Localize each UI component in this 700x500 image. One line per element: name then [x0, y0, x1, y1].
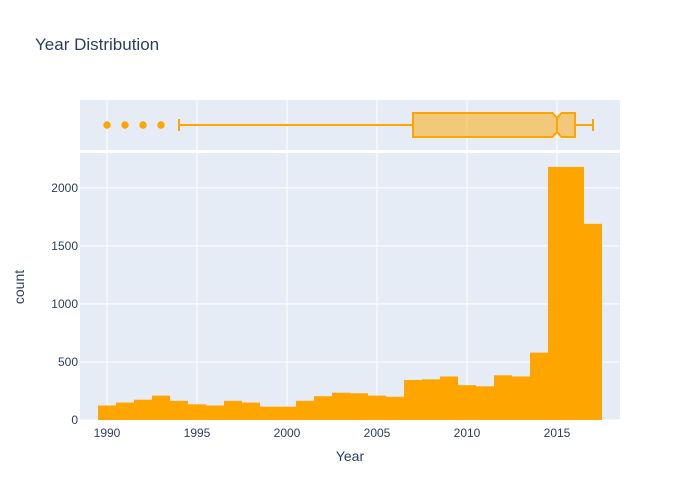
- histogram-bar[interactable]: [530, 352, 548, 420]
- histogram-bar[interactable]: [98, 405, 116, 420]
- x-tick-label: 2010: [454, 426, 481, 440]
- histogram-bar[interactable]: [188, 404, 206, 420]
- histogram-bar[interactable]: [278, 406, 296, 420]
- histogram-bar[interactable]: [386, 396, 404, 420]
- outlier-point[interactable]: [139, 121, 147, 129]
- histogram-bar[interactable]: [116, 402, 134, 420]
- histogram-bar[interactable]: [296, 400, 314, 420]
- y-tick-label: 1500: [51, 239, 78, 253]
- x-tick-label: 1995: [184, 426, 211, 440]
- outlier-point[interactable]: [157, 121, 165, 129]
- histogram-bar[interactable]: [512, 376, 530, 420]
- x-tick-label: 2000: [274, 426, 301, 440]
- x-axis-title: Year: [336, 448, 365, 464]
- x-tick-label: 2015: [544, 426, 571, 440]
- chart-title: Year Distribution: [35, 35, 159, 54]
- histogram-panel: 0 500 1000 1500 2000 1990 1995 2000 2005 2010 201…: [51, 153, 620, 440]
- histogram-bar[interactable]: [458, 385, 476, 420]
- y-tick-label: 500: [58, 355, 78, 369]
- box-body: [412, 112, 576, 138]
- x-tick-label: 2005: [364, 426, 391, 440]
- histogram-bar[interactable]: [224, 400, 242, 420]
- boxplot-panel: [80, 100, 620, 150]
- histogram-bar[interactable]: [422, 379, 440, 420]
- histogram-bar[interactable]: [134, 399, 152, 420]
- y-tick-label: 1000: [51, 297, 78, 311]
- histogram-bar[interactable]: [440, 376, 458, 420]
- histogram-bar[interactable]: [260, 406, 278, 420]
- x-tick-label: 1990: [94, 426, 121, 440]
- boxplot[interactable]: [103, 112, 594, 138]
- histogram-bar[interactable]: [314, 396, 332, 420]
- histogram-bar[interactable]: [206, 405, 224, 420]
- outlier-point[interactable]: [121, 121, 129, 129]
- histogram-bars: [98, 166, 602, 420]
- histogram-bar[interactable]: [476, 386, 494, 420]
- histogram-bar[interactable]: [332, 392, 350, 420]
- outlier-point[interactable]: [103, 121, 111, 129]
- y-axis-title: count: [11, 270, 27, 304]
- histogram-bar[interactable]: [494, 375, 512, 420]
- histogram-bar[interactable]: [242, 402, 260, 420]
- histogram-bar[interactable]: [548, 166, 566, 420]
- histogram-bar[interactable]: [404, 379, 422, 420]
- x-tick-labels: 1990 1995 2000 2005 2010 2015: [94, 426, 571, 440]
- y-tick-label: 0: [71, 413, 78, 427]
- histogram-bar[interactable]: [152, 395, 170, 420]
- y-tick-label: 2000: [51, 181, 78, 195]
- y-tick-labels: 0 500 1000 1500 2000: [51, 181, 78, 427]
- histogram-bar[interactable]: [170, 400, 188, 420]
- histogram-bar[interactable]: [566, 166, 584, 420]
- histogram-bar[interactable]: [584, 223, 602, 420]
- histogram-bar[interactable]: [368, 395, 386, 420]
- histogram-bar[interactable]: [350, 393, 368, 420]
